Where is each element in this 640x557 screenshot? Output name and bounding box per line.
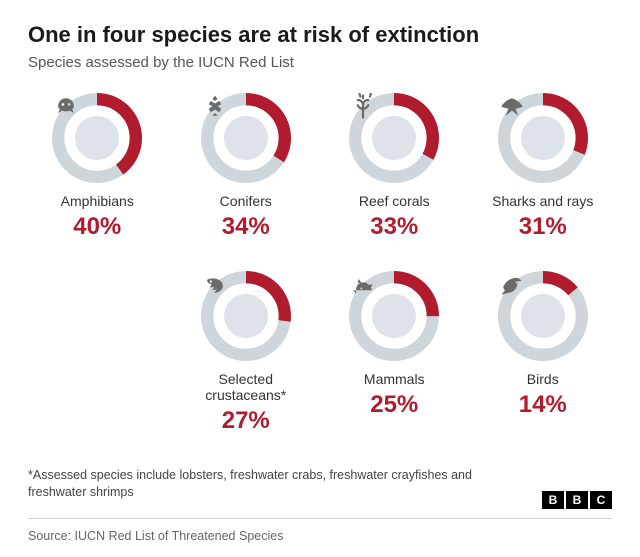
- donut-chart: [349, 271, 439, 361]
- source-text: Source: IUCN Red List of Threatened Spec…: [28, 529, 283, 543]
- species-label: Birds: [527, 371, 559, 387]
- species-value: 33%: [370, 213, 418, 241]
- species-value: 34%: [222, 213, 270, 241]
- donut-chart: [201, 93, 291, 183]
- species-value: 25%: [370, 391, 418, 419]
- species-label: Mammals: [364, 371, 425, 387]
- bbc-logo-letter: C: [590, 491, 612, 509]
- species-item: Reef corals 33%: [325, 93, 464, 241]
- species-value: 27%: [222, 407, 270, 435]
- species-label: Sharks and rays: [492, 193, 593, 209]
- footer-divider: [28, 518, 612, 519]
- species-item: Selected crustaceans* 27%: [177, 271, 316, 435]
- pinecone-icon: [224, 116, 268, 160]
- species-item: Sharks and rays 31%: [474, 93, 613, 241]
- species-label: Amphibians: [61, 193, 134, 209]
- footnote-text: *Assessed species include lobsters, fres…: [28, 467, 612, 501]
- donut-chart: [201, 271, 291, 361]
- species-value: 31%: [519, 213, 567, 241]
- bbc-logo: B B C: [542, 491, 612, 509]
- donut-chart: [498, 93, 588, 183]
- species-item: Mammals 25%: [325, 271, 464, 435]
- species-grid: Amphibians 40% Conifers 34% Reef: [28, 93, 612, 435]
- species-item: Conifers 34%: [177, 93, 316, 241]
- donut-chart: [498, 271, 588, 361]
- donut-chart: [52, 93, 142, 183]
- species-label: Selected crustaceans*: [177, 371, 316, 403]
- coral-icon: [372, 116, 416, 160]
- ray-icon: [521, 116, 565, 160]
- dog-icon: [372, 294, 416, 338]
- species-item: Amphibians 40%: [28, 93, 167, 241]
- species-label: Reef corals: [359, 193, 430, 209]
- bbc-logo-letter: B: [566, 491, 588, 509]
- bbc-logo-letter: B: [542, 491, 564, 509]
- bird-icon: [521, 294, 565, 338]
- page-subtitle: Species assessed by the IUCN Red List: [28, 54, 612, 71]
- species-label: Conifers: [220, 193, 272, 209]
- page-title: One in four species are at risk of extin…: [28, 22, 612, 48]
- species-value: 40%: [73, 213, 121, 241]
- species-value: 14%: [519, 391, 567, 419]
- frog-icon: [75, 116, 119, 160]
- species-item: Birds 14%: [474, 271, 613, 435]
- donut-chart: [349, 93, 439, 183]
- shrimp-icon: [224, 294, 268, 338]
